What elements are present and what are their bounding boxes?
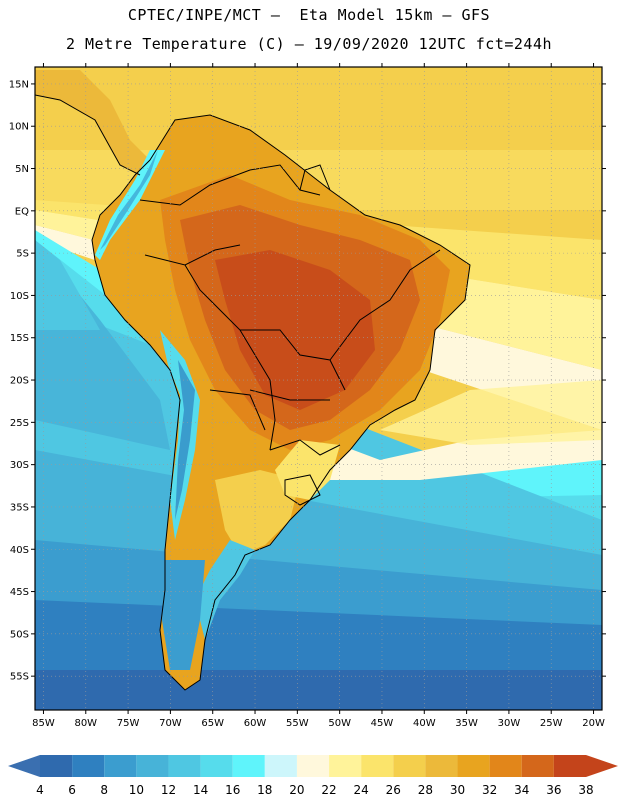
ocean-temperature-field (35, 67, 602, 710)
colorbar-label: 24 (354, 783, 369, 797)
map-title-line-2: 2 Metre Temperature (C) – 19/09/2020 12U… (65, 35, 553, 53)
lon-tick-label: 25W (540, 718, 563, 729)
colorbar-cell (168, 755, 201, 777)
colorbar-label: 30 (450, 783, 465, 797)
lat-tick-label: 25S (10, 418, 29, 429)
colorbar-label: 4 (36, 783, 44, 797)
colorbar-cell (72, 755, 105, 777)
lon-tick-label: 80W (74, 718, 97, 729)
lon-tick-label: 85W (32, 718, 55, 729)
lat-tick-label: 20S (10, 376, 29, 387)
lat-tick-label: 45S (10, 587, 29, 598)
lon-tick-label: 75W (117, 718, 140, 729)
lat-tick-label: 35S (10, 502, 29, 513)
colorbar-label: 8 (100, 783, 108, 797)
colorbar-cell (489, 755, 522, 777)
lon-tick-label: 40W (413, 718, 436, 729)
colorbar-label: 10 (129, 783, 144, 797)
lon-tick-label: 50W (328, 718, 351, 729)
colorbar-label: 16 (225, 783, 240, 797)
colorbar-label: 18 (257, 783, 272, 797)
colorbar-cell (40, 755, 73, 777)
colorbar-cell (393, 755, 426, 777)
colorbar-cell (329, 755, 362, 777)
lat-tick-label: 50S (10, 629, 29, 640)
lon-tick-label: 70W (159, 718, 182, 729)
lon-tick-label: 20W (582, 718, 605, 729)
colorbar-label: 38 (578, 783, 593, 797)
lat-tick-label: 10N (9, 122, 29, 133)
lat-tick-label: 30S (10, 460, 29, 471)
colorbar-cell (553, 755, 586, 777)
lon-tick-label: 65W (201, 718, 224, 729)
lon-tick-label: 35W (455, 718, 478, 729)
colorbar-cell (425, 755, 458, 777)
colorbar-label: 14 (193, 783, 208, 797)
colorbar-cell (200, 755, 233, 777)
lat-tick-label: 40S (10, 545, 29, 556)
lon-tick-label: 30W (498, 718, 521, 729)
colorbar-cell (296, 755, 330, 777)
lat-tick-label: 5S (16, 249, 29, 260)
map-frame (34, 66, 603, 711)
colorbar-cell (521, 755, 554, 777)
map-title-line-1: CPTEC/INPE/MCT – Eta Model 15km – GFS (127, 6, 491, 24)
lat-tick-label: 15S (10, 333, 29, 344)
country-borders (35, 94, 471, 691)
colorbar-cell (104, 755, 137, 777)
colorbar-label: 6 (68, 783, 76, 797)
colorbar-label: 32 (482, 783, 497, 797)
temperature-colorbar: 4 6 8 10 12 14 16 18 20 22 24 26 28 30 32 34 36 38 (8, 755, 618, 797)
lat-tick-label: 55S (10, 672, 29, 683)
colorbar-cell (457, 755, 490, 777)
colorbar-label: 12 (161, 783, 176, 797)
colorbar-label: 28 (418, 783, 433, 797)
lat-tick-label: EQ (15, 206, 29, 217)
lon-tick-label: 45W (371, 718, 394, 729)
colorbar-cell (264, 755, 297, 777)
lat-tick-label: 10S (10, 291, 29, 302)
lon-tick-label: 60W (244, 718, 267, 729)
lon-tick-label: 55W (286, 718, 309, 729)
colorbar-cell (232, 755, 265, 777)
colorbar-cell (361, 755, 394, 777)
lat-tick-label: 15N (9, 79, 29, 90)
colorbar-label: 20 (289, 783, 304, 797)
colorbar-label: 26 (386, 783, 401, 797)
longitude-axis: 85W 80W 75W 70W 65W 60W 55W 50W 45W 40W 35W 30W 25W 2… (32, 63, 605, 729)
colorbar-label: 34 (514, 783, 529, 797)
colorbar-label: 36 (546, 783, 561, 797)
latitude-axis: 15N 10N 5N EQ 5S 10S 15S 20S 25S 30S 35S 40S 45S 50S 5… (9, 79, 606, 683)
colorbar-low-arrow (8, 755, 40, 777)
colorbar-cell (136, 755, 169, 777)
lat-tick-label: 5N (15, 164, 29, 175)
graticule (35, 67, 602, 710)
colorbar-label: 22 (321, 783, 336, 797)
colorbar-high-arrow (586, 755, 618, 777)
